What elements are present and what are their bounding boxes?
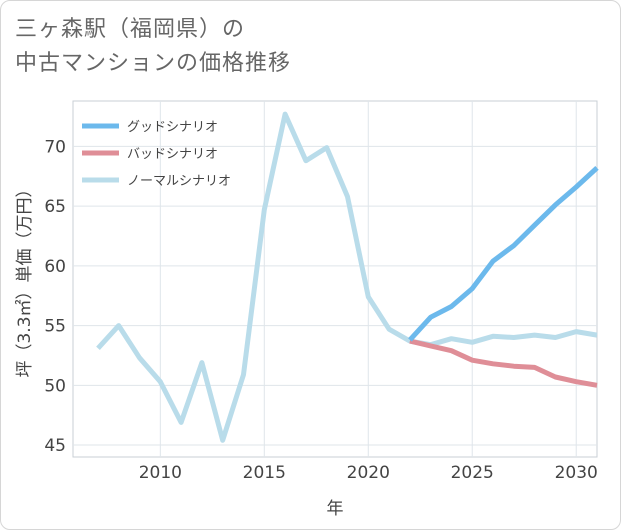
legend-label-2: バッドシナリオ — [127, 147, 218, 162]
y-axis-label: 坪（3.3㎡）単価（万円） — [15, 180, 35, 377]
y-tick-label: 55 — [44, 317, 66, 337]
chart-title: 三ヶ森駅（福岡県）の 中古マンションの価格推移 — [15, 13, 291, 81]
chart-title-line-1: 三ヶ森駅（福岡県）の — [15, 17, 246, 42]
y-tick-label: 50 — [44, 376, 66, 396]
y-tick-label: 65 — [44, 197, 66, 217]
x-tick-label: 2020 — [347, 463, 390, 483]
x-tick-label: 2025 — [451, 463, 494, 483]
chart-title-line-2: 中古マンションの価格推移 — [15, 51, 292, 76]
grid — [73, 101, 597, 457]
x-tick-label: 2030 — [555, 463, 598, 483]
x-axis-label: 年 — [327, 499, 344, 519]
x-axis-ticks: 2010 2015 2020 2025 2030 — [139, 463, 598, 483]
x-tick-label: 2010 — [139, 463, 182, 483]
y-tick-label: 70 — [44, 137, 66, 157]
legend-label-1: グッドシナリオ — [127, 120, 218, 135]
series-line-2 — [409, 338, 598, 388]
series-line-1 — [408, 166, 599, 342]
y-axis-ticks: 45 50 55 60 65 70 — [44, 137, 66, 456]
y-tick-label: 60 — [44, 257, 66, 277]
series-lines — [96, 111, 599, 443]
series-line-3 — [96, 111, 598, 443]
y-tick-label: 45 — [44, 436, 66, 456]
legend-label-3: ノーマルシナリオ — [127, 174, 231, 189]
x-tick-label: 2015 — [243, 463, 286, 483]
